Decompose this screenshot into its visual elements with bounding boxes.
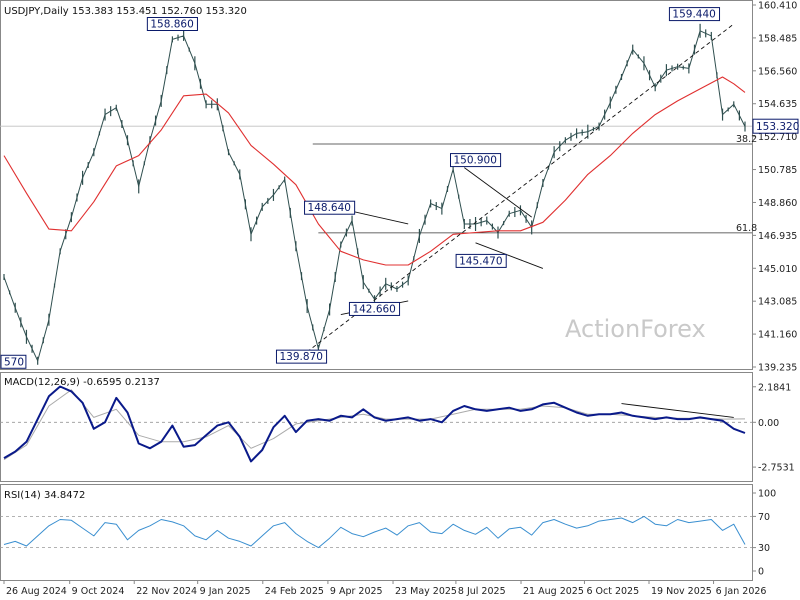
rsi-tick-label: 0	[758, 567, 764, 578]
y-tick-label: 143.085	[758, 297, 797, 308]
macd-pane: 2.1841 0.00 -2.7531	[0, 372, 795, 482]
x-tick-label: 8 Jul 2025	[458, 586, 506, 597]
price-series-line	[3, 30, 746, 362]
moving-average-line	[3, 76, 746, 266]
rsi-line	[3, 515, 746, 549]
x-tick-label: 6 Jan 2026	[716, 586, 767, 597]
macd-trend-line	[621, 403, 734, 418]
price-annotation-label: 142.660	[352, 303, 395, 315]
rsi-tick-label: 100	[758, 489, 776, 500]
price-annotation-box	[668, 7, 721, 22]
y-tick-label: 154.635	[758, 99, 797, 110]
macd-line	[3, 385, 746, 463]
macd-header: MACD(12,26,9) -0.6595 0.2137	[4, 377, 160, 388]
y-tick-label: 152.710	[758, 132, 797, 143]
x-tick-label: 23 May 2025	[395, 586, 457, 597]
watermark: ActionForex	[565, 315, 706, 343]
price-annotation-box	[449, 153, 502, 168]
x-tick-label: 9 Oct 2024	[72, 586, 125, 597]
rsi-tick-label: 70	[758, 512, 770, 523]
x-tick-label: 21 Aug 2025	[523, 586, 584, 597]
y-tick-label: 141.160	[758, 330, 797, 341]
trend-line	[475, 242, 544, 269]
trend-line	[464, 167, 532, 218]
macd-tick-label: 0.00	[758, 418, 779, 429]
rsi-pane: 100 70 30 0	[0, 484, 776, 581]
x-tick-label: 6 Oct 2025	[586, 586, 639, 597]
y-tick-label: 150.785	[758, 165, 797, 176]
price-annotation-box	[275, 349, 328, 364]
rsi-tick-label: 30	[758, 543, 770, 554]
price-annotation-box	[0, 354, 27, 369]
current-price-label: 153.320	[756, 121, 799, 133]
macd-frame	[0, 372, 753, 482]
price-annotation-box	[304, 200, 356, 215]
price-annotation-label: 150.900	[453, 155, 496, 167]
x-tick-label: 24 Feb 2025	[265, 586, 324, 597]
fib-level-label: 61.8	[736, 223, 757, 234]
main-header: USDJPY,Daily 153.383 153.451 152.760 153…	[4, 6, 247, 17]
price-annotation-box	[348, 301, 401, 316]
price-annotation-label: 159.440	[672, 9, 715, 21]
x-tick-label: 26 Aug 2024	[6, 586, 67, 597]
fib-level-label: 38.2	[736, 134, 757, 145]
x-axis: 26 Aug 2024 9 Oct 2024 22 Nov 2024 9 Jan 20…	[3, 580, 767, 597]
price-annotation-label: 145.470	[459, 255, 502, 267]
price-annotation-box	[455, 253, 507, 268]
price-annotation-label: 158.860	[150, 18, 193, 30]
y-tick-label: 156.560	[758, 66, 797, 77]
y-tick-label: 158.485	[758, 33, 797, 44]
x-tick-label: 22 Nov 2024	[136, 586, 197, 597]
price-annotation-label: 148.640	[308, 202, 351, 214]
current-price-box	[752, 118, 799, 134]
x-tick-label: 19 Nov 2025	[651, 586, 712, 597]
y-tick-label: 160.410	[758, 1, 797, 12]
y-tick-label: 148.860	[758, 198, 797, 209]
x-tick-label: 9 Jan 2025	[200, 586, 251, 597]
main-frame	[0, 0, 753, 370]
rsi-header: RSI(14) 34.8472	[4, 490, 85, 501]
price-annotation-label: 139.870	[279, 351, 322, 363]
price-annotation-label: 570	[4, 356, 24, 368]
macd-tick-label: 2.1841	[758, 382, 791, 393]
macd-tick-label: -2.7531	[758, 463, 795, 474]
price-annotation-box	[146, 16, 198, 31]
y-tick-label: 145.010	[758, 264, 797, 275]
y-tick-label: 139.235	[758, 363, 797, 374]
main-price-pane: 160.410 158.485 156.560 154.635 152.710 150.7…	[0, 0, 799, 374]
x-tick-label: 9 Apr 2025	[330, 586, 383, 597]
y-tick-label: 146.935	[758, 231, 797, 242]
rsi-frame	[0, 484, 753, 581]
